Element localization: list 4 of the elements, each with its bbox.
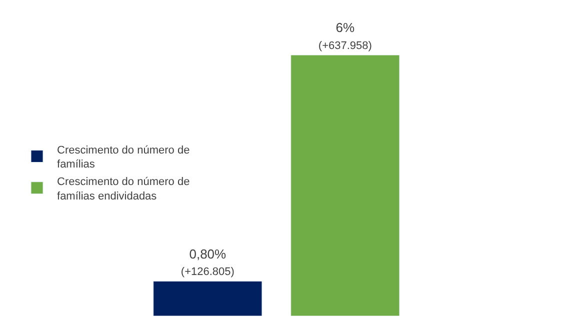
legend-label: Crescimento do número de famílias endividadas <box>57 176 190 202</box>
data-label: 6% (+637.958) <box>318 20 372 52</box>
legend-label: Crescimento do número de famílias <box>57 144 190 171</box>
data-label: 0,80% (+126.805) <box>180 246 234 278</box>
